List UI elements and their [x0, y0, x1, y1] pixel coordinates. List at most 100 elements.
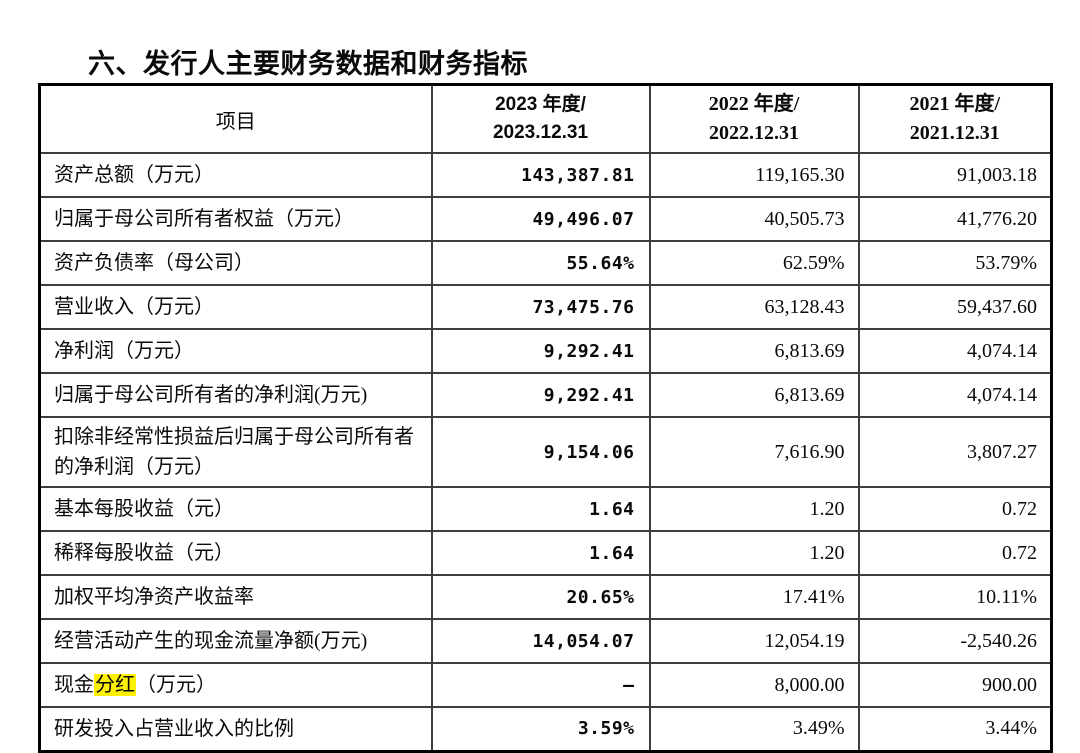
- row-label: 研发投入占营业收入的比例: [38, 706, 433, 752]
- label-text: （万元）: [136, 674, 216, 696]
- table-row-weighted-roe: 加权平均净资产收益率 20.65% 17.41% 10.11%: [38, 574, 1053, 620]
- value-2021: 0.72: [857, 530, 1053, 576]
- value-2022: 12,054.19: [648, 618, 860, 664]
- row-label: 资产负债率（母公司）: [38, 240, 433, 286]
- value-2021: 900.00: [857, 662, 1053, 708]
- value-2023: 143,387.81: [430, 152, 651, 198]
- value-2021: 59,437.60: [857, 284, 1053, 330]
- value-2021: 53.79%: [857, 240, 1053, 286]
- value-2022: 62.59%: [648, 240, 860, 286]
- value-2021: 4,074.14: [857, 328, 1053, 374]
- value-2022: 3.49%: [648, 706, 860, 752]
- row-label: 营业收入（万元）: [38, 284, 433, 330]
- header-2022-line2: 2022.12.31: [709, 122, 799, 144]
- table-row-net-profit: 净利润（万元） 9,292.41 6,813.69 4,074.14: [38, 328, 1053, 374]
- table-header-row: 项目 2023 年度/ 2023.12.31 2022 年度/ 2022.12.…: [38, 83, 1053, 154]
- label-text: 基本每股收益（元）: [54, 498, 234, 520]
- value-2022: 40,505.73: [648, 196, 860, 242]
- value-2023: 1.64: [430, 530, 651, 576]
- table-row-revenue: 营业收入（万元） 73,475.76 63,128.43 59,437.60: [38, 284, 1053, 330]
- value-2022: 6,813.69: [648, 328, 860, 374]
- label-text: 净利润（万元）: [54, 340, 194, 362]
- header-2023: 2023 年度/ 2023.12.31: [430, 83, 651, 154]
- header-2023-line2: 2023.12.31: [492, 122, 589, 143]
- label-highlight: [254, 586, 256, 608]
- value-2022: 6,813.69: [648, 372, 860, 418]
- value-2023: 9,292.41: [430, 372, 651, 418]
- row-label: 归属于母公司所有者的净利润(万元): [38, 372, 433, 418]
- label-highlight: [254, 252, 256, 274]
- value-2023: 1.64: [430, 486, 651, 532]
- header-2022: 2022 年度/ 2022.12.31: [648, 83, 860, 154]
- label-highlight: [367, 384, 369, 406]
- header-2023-line1: 2023 年度/: [495, 94, 586, 116]
- label-highlight: [234, 498, 236, 520]
- label-highlight-dividend: 分红: [94, 674, 136, 696]
- value-2023: 20.65%: [430, 574, 651, 620]
- table-row-parent-net-profit: 归属于母公司所有者的净利润(万元) 9,292.41 6,813.69 4,07…: [38, 372, 1053, 418]
- row-label: 加权平均净资产收益率: [38, 574, 433, 620]
- label-text: 资产负债率（母公司）: [54, 252, 254, 274]
- label-text: 加权平均净资产收益率: [54, 586, 254, 608]
- label-highlight: [234, 542, 236, 564]
- header-2021: 2021 年度/ 2021.12.31: [857, 83, 1053, 154]
- value-2021: 10.11%: [857, 574, 1053, 620]
- label-highlight: [214, 296, 216, 318]
- value-2023: 3.59%: [430, 706, 651, 752]
- label-text: 经营活动产生的现金流量净额(万元): [54, 630, 368, 652]
- value-2022: 63,128.43: [648, 284, 860, 330]
- label-highlight: [214, 456, 216, 478]
- table-row-basic-eps: 基本每股收益（元） 1.64 1.20 0.72: [38, 486, 1053, 532]
- value-2022: 1.20: [648, 486, 860, 532]
- table-row-debt-ratio: 资产负债率（母公司） 55.64% 62.59% 53.79%: [38, 240, 1053, 286]
- table-row-deducted-net-profit: 扣除非经常性损益后归属于母公司所有者的净利润（万元） 9,154.06 7,61…: [38, 416, 1053, 488]
- value-2022: 1.20: [648, 530, 860, 576]
- label-text: 营业收入（万元）: [54, 296, 214, 318]
- label-highlight: [294, 718, 296, 740]
- label-text: 资产总额（万元）: [54, 164, 214, 186]
- table-row-parent-equity: 归属于母公司所有者权益（万元） 49,496.07 40,505.73 41,7…: [38, 196, 1053, 242]
- financial-table: 项目 2023 年度/ 2023.12.31 2022 年度/ 2022.12.…: [38, 83, 1053, 753]
- value-2021: 91,003.18: [857, 152, 1053, 198]
- label-text: 现金: [54, 674, 94, 696]
- value-2023: 55.64%: [430, 240, 651, 286]
- value-2022: 8,000.00: [648, 662, 860, 708]
- table-row-operating-cash-flow: 经营活动产生的现金流量净额(万元) 14,054.07 12,054.19 -2…: [38, 618, 1053, 664]
- value-2021: 0.72: [857, 486, 1053, 532]
- row-label: 现金分红（万元）: [38, 662, 433, 708]
- row-label: 经营活动产生的现金流量净额(万元): [38, 618, 433, 664]
- section-title: 六、发行人主要财务数据和财务指标: [88, 49, 528, 80]
- label-text: 归属于母公司所有者的净利润(万元): [54, 384, 368, 406]
- label-highlight: [354, 208, 356, 230]
- value-2021: 3,807.27: [857, 416, 1053, 488]
- table-row-rd-ratio: 研发投入占营业收入的比例 3.59% 3.49% 3.44%: [38, 706, 1053, 752]
- table-row-total-assets: 资产总额（万元） 143,387.81 119,165.30 91,003.18: [38, 152, 1053, 198]
- value-2023: 14,054.07: [430, 618, 651, 664]
- value-2023: –: [430, 662, 651, 708]
- label-text: 扣除非经常性损益后归属于母公司所有者的净利润（万元）: [54, 426, 414, 478]
- value-2023: 9,292.41: [430, 328, 651, 374]
- value-2023: 49,496.07: [430, 196, 651, 242]
- value-2022: 119,165.30: [648, 152, 860, 198]
- value-2023: 73,475.76: [430, 284, 651, 330]
- label-highlight: [367, 630, 369, 652]
- table-row-diluted-eps: 稀释每股收益（元） 1.64 1.20 0.72: [38, 530, 1053, 576]
- label-text: 稀释每股收益（元）: [54, 542, 234, 564]
- header-item: 项目: [38, 83, 433, 154]
- value-2021: 4,074.14: [857, 372, 1053, 418]
- label-highlight: [194, 340, 196, 362]
- header-2022-line1: 2022 年度/: [708, 93, 800, 115]
- row-label: 归属于母公司所有者权益（万元）: [38, 196, 433, 242]
- row-label: 资产总额（万元）: [38, 152, 433, 198]
- row-label: 稀释每股收益（元）: [38, 530, 433, 576]
- row-label: 净利润（万元）: [38, 328, 433, 374]
- value-2021: -2,540.26: [857, 618, 1053, 664]
- row-label: 扣除非经常性损益后归属于母公司所有者的净利润（万元）: [38, 416, 433, 488]
- value-2021: 41,776.20: [857, 196, 1053, 242]
- value-2021: 3.44%: [857, 706, 1053, 752]
- label-text: 研发投入占营业收入的比例: [54, 717, 294, 740]
- header-2021-line1: 2021 年度/: [909, 93, 1001, 115]
- label-text: 归属于母公司所有者权益（万元）: [54, 208, 354, 230]
- row-label: 基本每股收益（元）: [38, 486, 433, 532]
- label-highlight: [214, 164, 216, 186]
